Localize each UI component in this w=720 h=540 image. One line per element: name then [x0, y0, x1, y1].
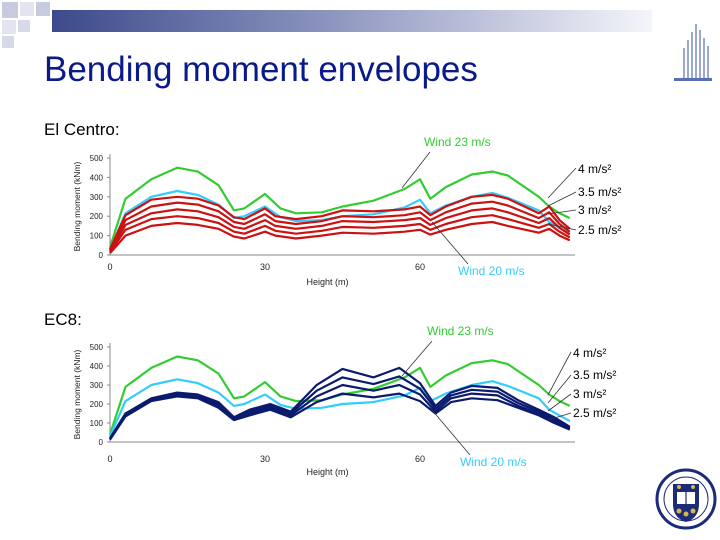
chart-2: 0 100 200 300 400 500 0 30 60 Height (m) Bending m…: [72, 324, 616, 477]
series-line-elcentro-2: [108, 193, 571, 250]
y-axis-label: Bending moment (kNm): [72, 349, 82, 439]
y-tick-label: 200: [90, 400, 104, 409]
annotation-acc3: 3 m/s²: [573, 387, 606, 401]
annotation-leader-wind23: [401, 340, 433, 377]
annotation-leader-acc25: [547, 223, 577, 231]
chart-1: 0 100 200 300 400 500 0 30 60 Height (m) Bending m…: [72, 135, 621, 287]
x-tick-label: 60: [415, 454, 425, 464]
y-tick-label: 0: [99, 438, 104, 447]
annotation-leader-acc4: [547, 167, 577, 199]
x-tick-label: 60: [415, 262, 425, 272]
annotation-wind23: Wind 23 m/s: [427, 324, 494, 338]
conference-logo: [674, 24, 712, 81]
y-axis-label: Bending moment (kNm): [72, 161, 82, 251]
series-line-wind20-1: [108, 189, 571, 250]
annotation-acc25: 2.5 m/s²: [573, 406, 616, 420]
x-tick-label: 0: [107, 454, 112, 464]
y-tick-label: 0: [99, 251, 104, 260]
y-tick-label: 500: [90, 343, 104, 352]
section-label-ec8: EC8:: [44, 310, 82, 329]
series-line-wind20-1: [108, 378, 571, 437]
annotation-leader-acc25: [547, 412, 572, 421]
series-line-elcentro-5: [109, 214, 571, 253]
annotation-wind20: Wind 20 m/s: [460, 455, 527, 469]
y-tick-label: 100: [90, 419, 104, 428]
corner-squares-decoration: [2, 2, 50, 48]
series-line-elcentro-6: [109, 220, 571, 254]
annotation-acc25: 2.5 m/s²: [578, 223, 621, 237]
y-tick-label: 300: [90, 193, 104, 202]
series-line-ec8-2: [109, 366, 571, 439]
annotation-acc3: 3 m/s²: [578, 203, 611, 217]
y-tick-label: 200: [90, 212, 104, 221]
annotation-leader-acc3: [547, 393, 572, 412]
series-line-elcentro-3: [109, 200, 571, 251]
annotation-leader-acc3: [547, 209, 577, 215]
annotation-leader-wind20: [431, 409, 471, 456]
annotation-leader-wind20: [431, 221, 469, 265]
y-tick-label: 100: [90, 232, 104, 241]
x-tick-label: 30: [260, 262, 270, 272]
annotation-acc35: 3.5 m/s²: [578, 185, 621, 199]
x-axis-label: Height (m): [306, 467, 348, 477]
annotation-wind23: Wind 23 m/s: [424, 135, 491, 149]
y-tick-label: 400: [90, 173, 104, 182]
y-tick-label: 300: [90, 381, 104, 390]
x-tick-label: 30: [260, 454, 270, 464]
annotation-leader-acc35: [547, 374, 572, 404]
annotation-acc35: 3.5 m/s²: [573, 368, 616, 382]
x-tick-label: 0: [107, 262, 112, 272]
series-line-elcentro-4: [109, 207, 571, 252]
annotation-wind20: Wind 20 m/s: [458, 264, 525, 278]
annotation-leader-acc35: [547, 191, 577, 207]
annotation-leader-acc4: [547, 351, 572, 396]
x-axis-label: Height (m): [306, 277, 348, 287]
series-line-ec8-5: [109, 392, 571, 441]
annotation-acc4: 4 m/s²: [578, 162, 611, 176]
series-line-wind23-0: [108, 166, 571, 248]
y-tick-label: 400: [90, 362, 104, 371]
annotation-acc4: 4 m/s²: [573, 346, 606, 360]
section-label-el-centro: El Centro:: [44, 120, 120, 139]
top-gradient-bar: [52, 10, 652, 32]
y-tick-label: 500: [90, 154, 104, 163]
university-seal: [655, 468, 717, 530]
slide-title: Bending moment envelopes: [44, 50, 478, 89]
annotation-leader-wind23: [401, 151, 431, 189]
